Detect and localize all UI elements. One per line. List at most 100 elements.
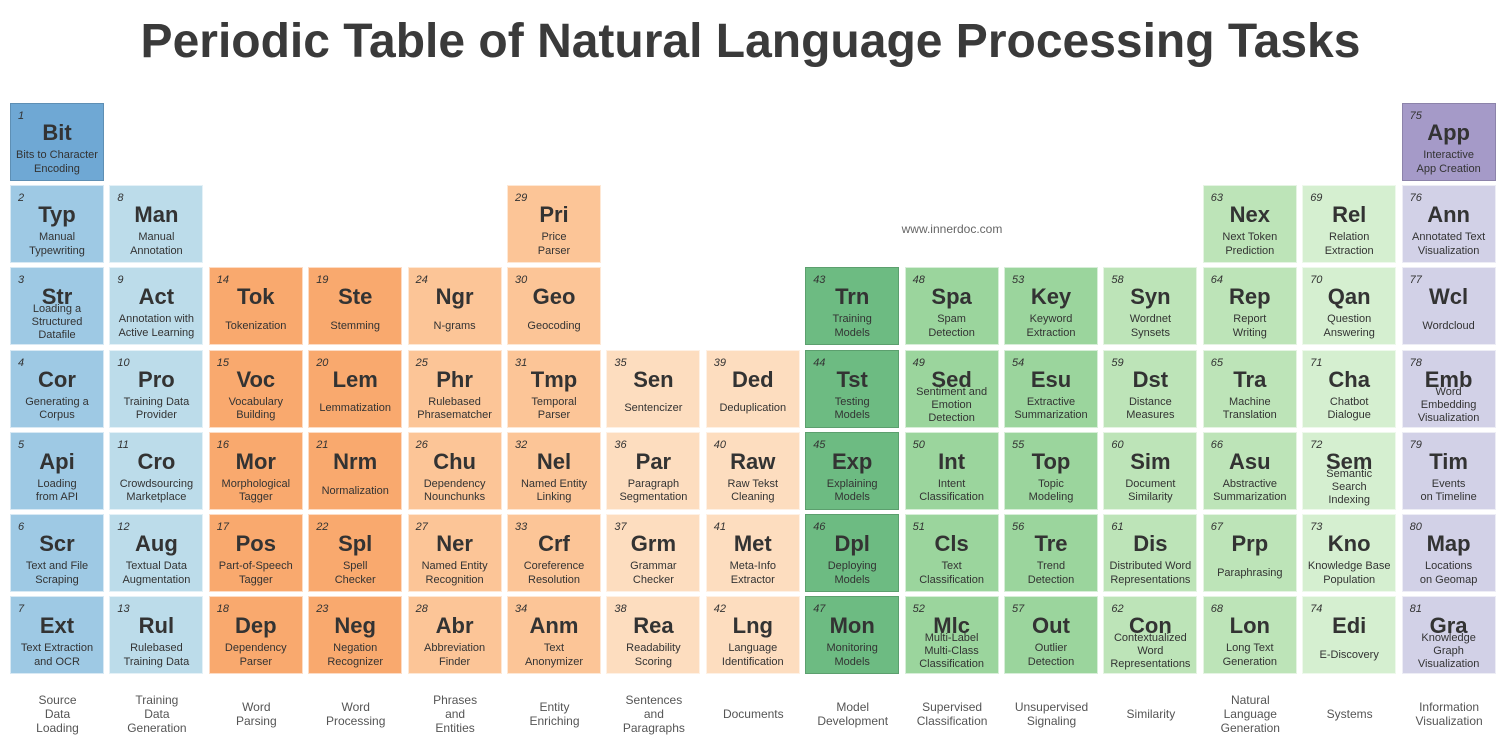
- element-name: Trend Detection: [1027, 560, 1075, 586]
- element-number: 17: [216, 521, 230, 533]
- element-man: 8 Man Manual Annotation: [109, 185, 204, 264]
- element-int: 50 Int Intent Classification: [904, 431, 999, 510]
- element-nel: 32 Nel Named Entity Linking: [507, 431, 601, 510]
- element-symbol: Gra: [1429, 613, 1468, 639]
- element-symbol: Geo: [532, 284, 576, 310]
- element-symbol: Cha: [1328, 366, 1370, 392]
- category-label: Sentences and Paragraphs: [622, 693, 685, 735]
- element-pro: 10 Pro Training Data Provider: [109, 349, 204, 428]
- category-label: Source Data Loading: [36, 693, 79, 735]
- element-number: 12: [117, 521, 130, 533]
- element-symbol: Ngr: [435, 284, 474, 310]
- element-number: 27: [415, 521, 428, 533]
- category-label: Similarity: [1126, 707, 1176, 721]
- element-name: Lemmatization: [319, 402, 391, 415]
- element-qan: 70 Qan Question Answering: [1302, 267, 1397, 346]
- element-number: 6: [18, 521, 25, 533]
- element-name: Geocoding: [527, 320, 581, 333]
- element-name: Chatbot Dialogue: [1327, 395, 1371, 422]
- category-label: Training Data Generation: [127, 693, 187, 735]
- element-name: Relation Extraction: [1324, 231, 1374, 257]
- element-number: 60: [1111, 438, 1124, 451]
- element-symbol: Sed: [931, 366, 972, 392]
- element-sim: 60 Sim Document Similarity: [1103, 431, 1198, 510]
- element-map: 80 Map Locations on Geomap: [1401, 514, 1496, 592]
- element-symbol: Chu: [433, 448, 476, 474]
- element-number: 13: [117, 603, 130, 616]
- element-name: Keyword Extraction: [1026, 313, 1076, 339]
- element-symbol: Con: [1129, 613, 1172, 639]
- element-name: Intent Classification: [919, 477, 984, 504]
- element-gra: 81 Gra Knowledge Graph Visualization: [1401, 596, 1496, 675]
- element-symbol: Aug: [135, 531, 178, 556]
- element-symbol: Pos: [235, 531, 276, 556]
- element-tst: 44 Tst Testing Models: [805, 349, 900, 428]
- element-symbol: Tim: [1429, 448, 1468, 474]
- element-tre: 56 Tre Trend Detection: [1004, 514, 1098, 592]
- category-label: Model Development: [817, 700, 889, 728]
- element-number: 39: [713, 356, 727, 369]
- element-number: 25: [415, 356, 428, 369]
- element-symbol: Scr: [39, 531, 75, 556]
- element-name: Named Entity Recognition: [421, 560, 488, 586]
- element-number: 20: [316, 356, 329, 369]
- element-ngr: 24 Ngr N-grams: [407, 267, 502, 346]
- element-number: 41: [713, 521, 727, 533]
- element-number: 50: [912, 438, 925, 451]
- element-number: 53: [1012, 274, 1025, 287]
- element-ner: 27 Ner Named Entity Recognition: [407, 514, 502, 592]
- element-symbol: Spl: [338, 531, 373, 556]
- element-symbol: Grm: [630, 531, 677, 556]
- element-grm: 37 Grm Grammar Checker: [606, 514, 701, 592]
- category-label: Information Visualization: [1415, 700, 1483, 728]
- element-name: Knowledge Base Population: [1307, 560, 1391, 586]
- element-number: 68: [1210, 603, 1224, 616]
- element-name: Events on Timeline: [1420, 477, 1477, 504]
- element-name: Price Parser: [537, 231, 571, 257]
- element-rul: 13 Rul Rulebased Training Data: [109, 596, 204, 675]
- element-number: 49: [912, 356, 925, 369]
- category-label: Phrases and Entities: [433, 693, 478, 735]
- element-number: 21: [316, 438, 329, 451]
- element-mon: 47 Mon Monitoring Models: [805, 596, 900, 675]
- element-pri: 29 Pri Price Parser: [507, 185, 601, 264]
- category-label: Word Processing: [326, 700, 386, 728]
- element-symbol: Par: [635, 448, 672, 474]
- element-name: Temporal Parser: [531, 395, 577, 422]
- element-phr: 25 Phr Rulebased Phrasematcher: [407, 349, 502, 428]
- element-symbol: Map: [1426, 531, 1471, 556]
- category-label: Supervised Classification: [916, 700, 988, 728]
- element-symbol: Ded: [732, 366, 774, 392]
- element-number: 81: [1409, 603, 1422, 616]
- element-rep: 64 Rep Report Writing: [1202, 267, 1297, 346]
- element-symbol: Met: [733, 531, 772, 556]
- element-symbol: Mor: [235, 448, 276, 474]
- element-number: 79: [1409, 438, 1422, 451]
- element-symbol: Int: [938, 448, 966, 474]
- element-symbol: Exp: [832, 448, 873, 474]
- element-voc: 15 Voc Vocabulary Building: [208, 349, 303, 428]
- element-name: Distributed Word Representations: [1109, 560, 1192, 586]
- element-pos: 17 Pos Part-of-Speech Tagger: [208, 514, 303, 592]
- element-symbol: Emb: [1424, 366, 1473, 392]
- element-top: 55 Top Topic Modeling: [1004, 431, 1098, 510]
- element-number: 18: [216, 603, 230, 616]
- element-number: 31: [515, 356, 528, 369]
- element-symbol: Pri: [539, 202, 569, 228]
- element-number: 32: [515, 438, 528, 451]
- category-label: Natural Language Generation: [1220, 693, 1280, 735]
- element-name: Coreference Resolution: [523, 560, 585, 586]
- element-symbol: Kno: [1327, 531, 1371, 556]
- element-number: 30: [515, 274, 528, 287]
- element-name: Loading a Structured Datafile: [31, 303, 83, 342]
- element-name: Paraphrasing: [1217, 566, 1283, 579]
- element-symbol: Neg: [334, 613, 376, 639]
- element-symbol: Dep: [235, 613, 277, 639]
- element-number: 2: [18, 192, 25, 205]
- element-name: Tokenization: [225, 320, 287, 333]
- element-number: 80: [1409, 521, 1422, 533]
- element-name: Text Anonymizer: [524, 642, 584, 668]
- element-number: 63: [1210, 192, 1224, 205]
- element-number: 33: [515, 521, 528, 533]
- element-name: Language Identification: [721, 642, 784, 668]
